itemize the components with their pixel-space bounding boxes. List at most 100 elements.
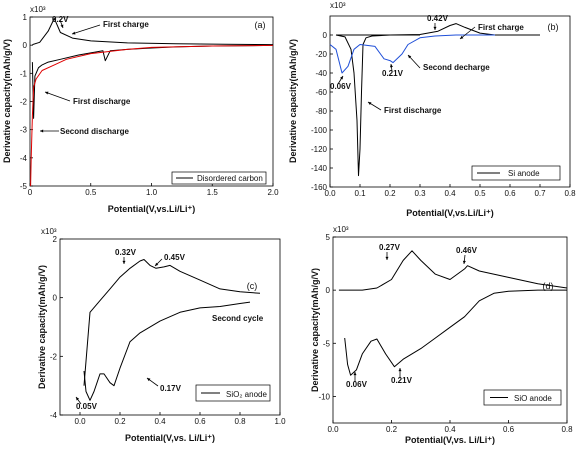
panel-b-xtick-label: 0.5 [474, 189, 486, 198]
panel-b-annotation-arrowhead [340, 76, 343, 80]
panel-c-xtick-label: 0.4 [154, 417, 166, 426]
panel-a-annotation: 0.2V [52, 15, 69, 24]
panel-a-x-axis-label: Potential(V,vs.Li/Li⁺) [108, 204, 195, 214]
panel-c-ytick-label: 2 [53, 235, 58, 244]
panel-d-y-axis-label: Derivative capacity(mAh/g/V) [310, 268, 320, 392]
panel-b-annotation: Second decharge [423, 63, 490, 72]
panel-b-frame [329, 15, 571, 188]
panel-b-annotation: 0.42V [427, 14, 449, 23]
panel-d-series-1-line [344, 289, 567, 376]
panel-b-ytick-label: -40 [315, 69, 327, 78]
panel-a-ytick-label: 1 [23, 13, 28, 22]
panel-d-xtick-label: 0.8 [561, 425, 573, 434]
panel-c-xtick-label: 0.6 [194, 417, 206, 426]
panel-a-annotation: Second discharge [60, 127, 129, 136]
panel-d-xtick-label: 0.4 [444, 425, 456, 434]
panel-a-ytick-label: -2 [20, 98, 28, 107]
panel-a-scale-label: x10³ [30, 5, 46, 14]
panel-c-ytick-label: -2 [50, 352, 58, 361]
panel-b-annotation-arrowhead [389, 64, 393, 68]
panel-b-ytick-label: -140 [311, 164, 328, 173]
panel-b-annotation-arrowhead [408, 55, 412, 59]
panel-c-legend-label: SiO₂ anode [226, 390, 267, 399]
panel-c-ytick-label: -4 [50, 411, 58, 420]
panel-d-series-0-line [338, 250, 568, 291]
panel-d-annotation: 0.27V [379, 243, 401, 252]
panel-d-annotation: 0.46V [456, 246, 478, 255]
panel-c-xtick-label: 0.2 [114, 417, 126, 426]
panel-b-ytick-label: 0 [323, 31, 328, 40]
panel-d-annotation: 0.21V [391, 376, 413, 385]
panel-c-annotation: 0.32V [115, 248, 137, 257]
panel-b-y-axis-label: Derivative capacity(mAh/g/V) [288, 39, 298, 163]
panel-b-annotation: 0.21V [382, 69, 404, 78]
panel-c-y-axis-label: Derivative capacity(mAh/g/V) [37, 265, 47, 389]
panel-a-annotation-arrow [44, 91, 71, 102]
panel-d-ytick-label: 5 [326, 233, 331, 242]
panel-d-ytick-label: -5 [323, 339, 331, 348]
panel-c-annotation: 0.45V [164, 253, 186, 262]
panel-a-series-1-line [31, 44, 274, 119]
panel-d-ytick-label: -10 [318, 392, 330, 401]
panel-c-annotation: 0.05V [76, 402, 98, 411]
panel-d-xtick-label: 0.2 [386, 425, 398, 434]
panel-c-annotation: Second cycle [212, 314, 264, 323]
panel-d-xtick-label: 0.0 [327, 425, 339, 434]
panel-a-annotation: First discharge [73, 97, 131, 106]
panel-b-legend-box [471, 165, 561, 181]
panel-b-x-axis-label: Potential(V,vs.Li/Li⁺) [406, 208, 493, 218]
panel-c-xtick-label: 0.8 [234, 417, 246, 426]
panel-c-annotation-arrowhead [147, 378, 151, 382]
panel-b-annotation-arrowhead [460, 35, 464, 39]
panel-a-series-0-line [32, 17, 274, 46]
panel-a-xtick-label: 2.0 [267, 188, 279, 197]
panel-a-xtick-label: 0 [28, 188, 33, 197]
panel-d-scale-label: x10³ [333, 225, 349, 234]
panel-b-annotation-arrowhead [368, 102, 372, 105]
panel-c-x-axis-label: Potential(V,vs. Li/Li⁺) [125, 433, 215, 443]
panel-a-ytick-label: -1 [20, 69, 28, 78]
panel-a-annotation-arrowhead [72, 31, 76, 35]
panel-c-ytick-label: 0 [53, 294, 58, 303]
panel-a-ytick-label: -4 [20, 154, 28, 163]
panel-b-letter: (b) [548, 22, 559, 32]
panel-b-ytick-label: -60 [315, 88, 327, 97]
panel-b-xtick-label: 0.1 [354, 189, 366, 198]
panel-c-annotation-arrowhead [76, 397, 80, 401]
panel-a-xtick-label: 1.0 [146, 188, 158, 197]
panel-b-xtick-label: 0.3 [414, 189, 426, 198]
panel-b-ytick-label: -160 [311, 183, 328, 192]
panel-b-xtick-label: 0.8 [564, 189, 576, 198]
panel-a-xtick-label: 0.5 [85, 188, 97, 197]
panel-b-legend-label: Si anode [508, 169, 540, 178]
panel-a-y-axis-label: Derivative capacity(mAh/g/V) [2, 39, 12, 163]
panel-b-xtick-label: 0.2 [384, 189, 396, 198]
panel-b-annotation: First charge [478, 23, 524, 32]
panel-d-annotation-arrowhead [385, 256, 389, 260]
panel-b-scale-label: x10³ [330, 1, 346, 10]
panel-a-legend-box [171, 171, 267, 185]
panel-b-xtick-label: 0.0 [324, 189, 336, 198]
panel-c-letter: (c) [247, 281, 258, 291]
panel-a-annotation: First charge [103, 20, 149, 29]
panel-b-annotation: First discharge [384, 106, 442, 115]
panel-b-series-2-line [329, 34, 495, 74]
panel-d-xtick-label: 0.6 [503, 425, 515, 434]
panel-c-xtick-label: 1.0 [274, 417, 286, 426]
panel-b-xtick-label: 0.4 [444, 189, 456, 198]
panel-a-annotation-arrowhead [40, 129, 44, 133]
panel-a-ytick-label: -3 [20, 126, 28, 135]
panel-a-letter: (a) [255, 20, 266, 30]
panel-a-xtick-label: 1.5 [207, 188, 219, 197]
panel-b-annotation-arrowhead [433, 26, 437, 30]
panel-d-legend-box [483, 389, 562, 406]
panel-a-ytick-label: -5 [20, 182, 28, 191]
panel-c-scale-label: x10³ [41, 227, 57, 236]
panel-c-series-1-line [83, 301, 251, 401]
panel-a-frame [29, 16, 274, 187]
panel-c-annotation: 0.17V [160, 384, 182, 393]
panel-d-annotation: 0.06V [346, 380, 368, 389]
panel-a-annotation-arrowhead [60, 24, 64, 28]
panel-c-frame [59, 238, 281, 416]
